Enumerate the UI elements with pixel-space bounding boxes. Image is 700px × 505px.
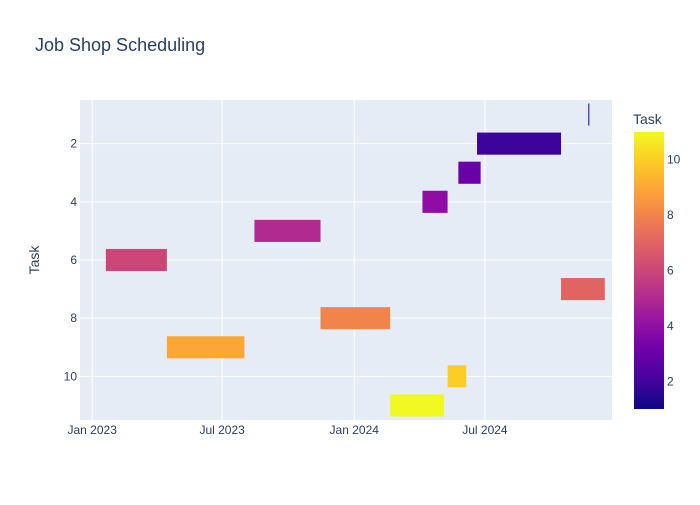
colorbar-ticks: 2 4 6 8 10	[667, 153, 681, 389]
task-bars	[105, 103, 605, 417]
colorbar-title: Task	[633, 111, 663, 127]
y-tick-label: 10	[64, 369, 78, 383]
x-tick-label: Jan 2023	[68, 423, 118, 437]
y-tick-label: 4	[70, 195, 77, 209]
x-axis-ticks: Jan 2023 Jul 2023 Jan 2024 Jul 2024	[68, 423, 508, 437]
task-bar-2	[477, 132, 562, 155]
chart-title: Job Shop Scheduling	[35, 35, 205, 55]
y-tick-label: 6	[70, 253, 77, 267]
colorbar-tick-label: 8	[667, 208, 674, 222]
task-bar-7	[561, 278, 605, 301]
task-bar-10	[447, 365, 467, 388]
x-tick-label: Jul 2024	[462, 423, 508, 437]
task-bar-5	[254, 219, 321, 242]
task-bar-3	[458, 161, 481, 184]
colorbar-tick-label: 2	[667, 374, 674, 388]
y-axis-label: Task	[26, 245, 42, 275]
colorbar-tick-label: 6	[667, 264, 674, 278]
colorbar-tick-label: 10	[667, 153, 681, 167]
colorbar-tick-label: 4	[667, 319, 674, 333]
task-bar-11	[390, 394, 444, 417]
task-bar-1	[588, 103, 590, 126]
y-axis-ticks: 2 4 6 8 10	[64, 137, 78, 384]
task-bar-9	[166, 336, 245, 359]
task-bar-4	[422, 190, 448, 213]
task-bar-8	[320, 307, 391, 330]
y-tick-label: 8	[70, 311, 77, 325]
colorbar	[634, 132, 664, 409]
x-tick-label: Jan 2024	[330, 423, 380, 437]
task-bar-6	[105, 248, 167, 272]
grid-lines	[80, 100, 612, 420]
x-tick-label: Jul 2023	[199, 423, 245, 437]
y-tick-label: 2	[70, 137, 77, 151]
